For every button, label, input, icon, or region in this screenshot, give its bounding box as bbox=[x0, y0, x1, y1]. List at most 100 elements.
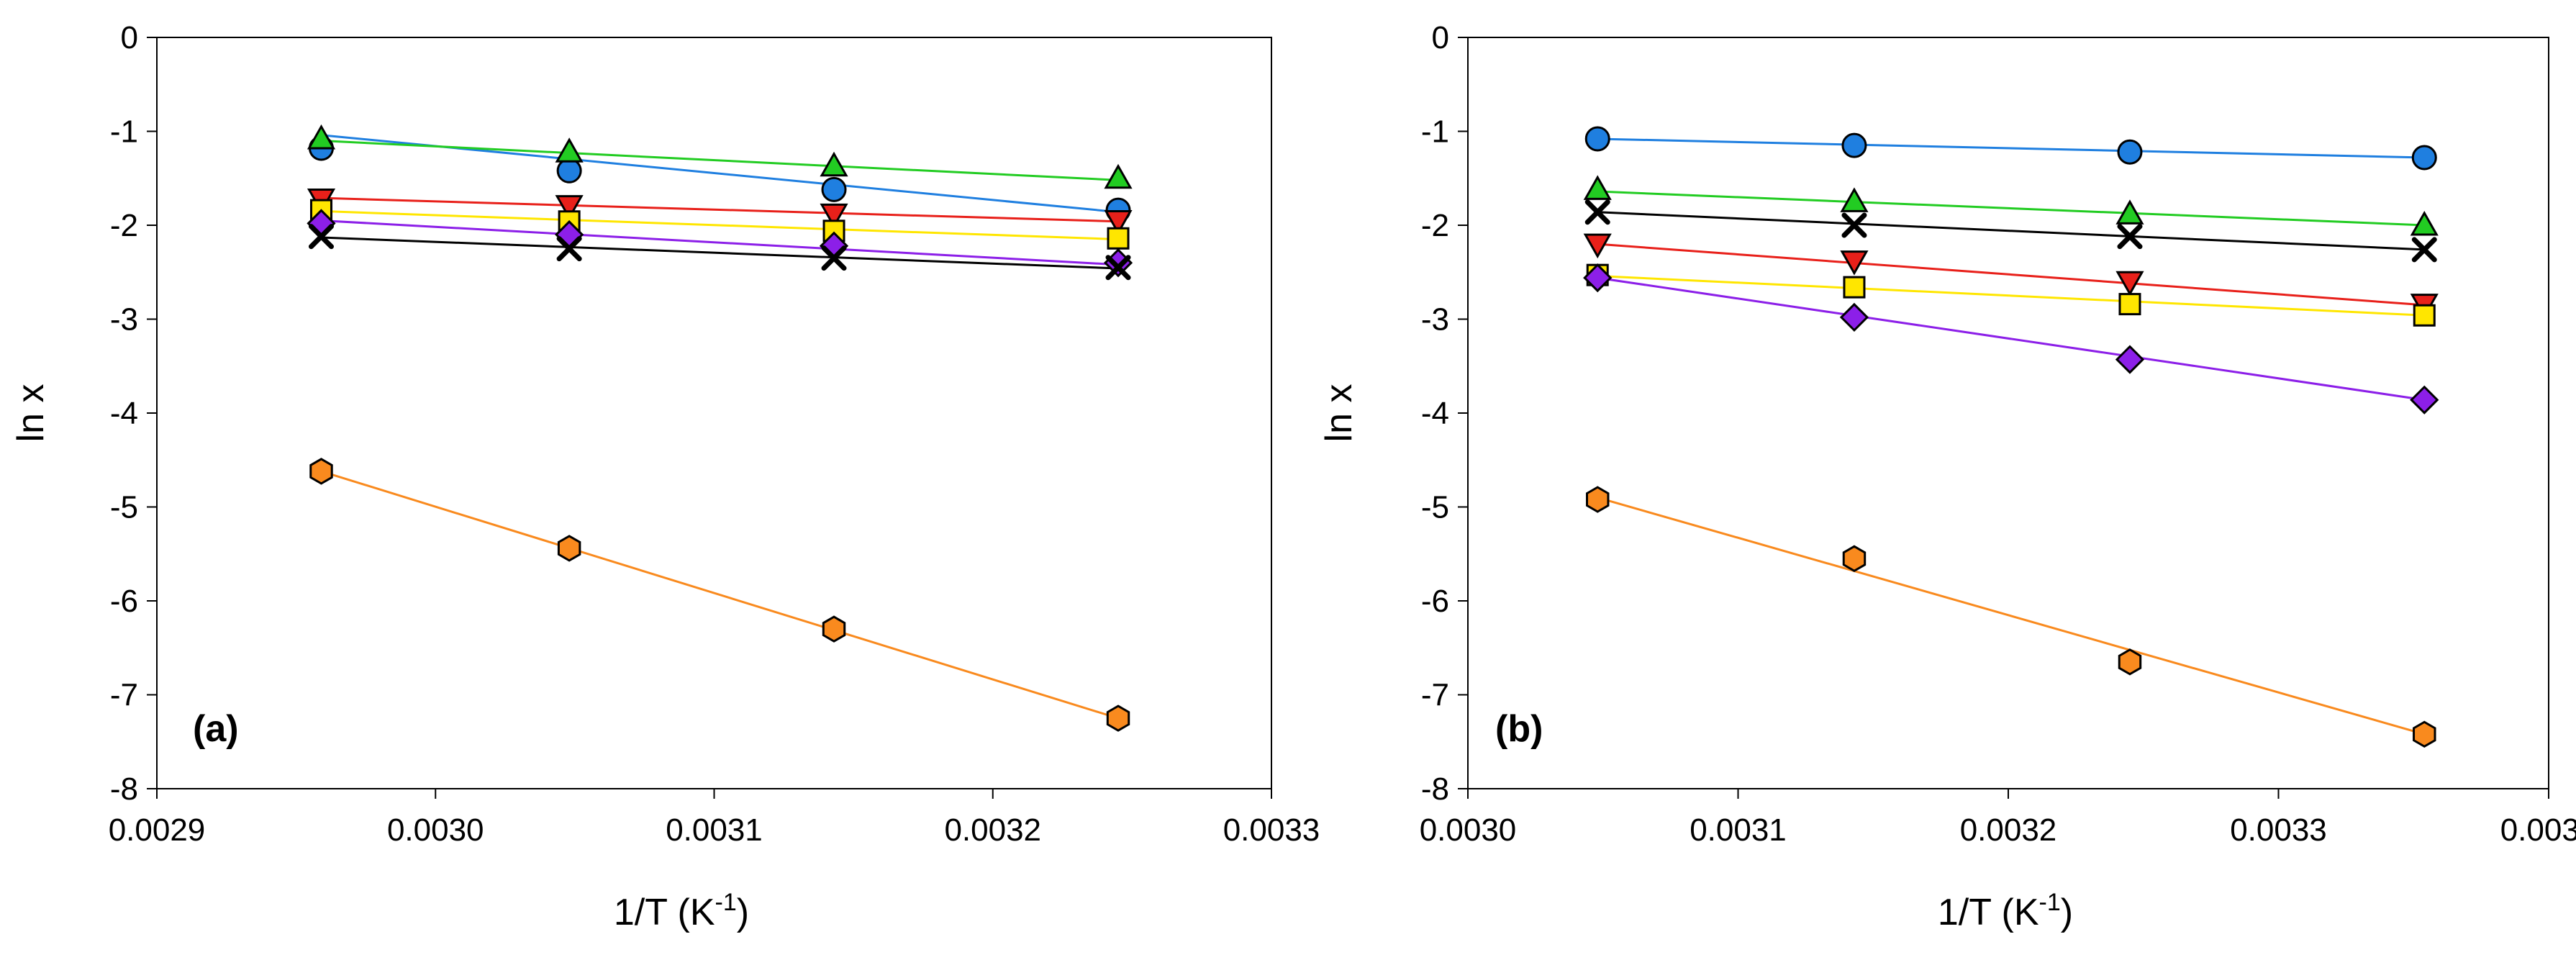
y-tick-label: -2 bbox=[1421, 208, 1449, 243]
panel-label: (b) bbox=[1495, 708, 1543, 750]
x-tick-label: 0.0033 bbox=[1223, 812, 1320, 848]
y-tick-label: -8 bbox=[110, 771, 138, 807]
y-tick-label: -1 bbox=[1421, 114, 1449, 150]
y-tick-label: -3 bbox=[110, 302, 138, 337]
data-point-diamond-purple bbox=[2115, 345, 2145, 374]
data-point-cross-black bbox=[556, 236, 582, 262]
data-point-triangle-green bbox=[820, 151, 848, 177]
data-point-hexagon-orange bbox=[822, 615, 846, 643]
data-point-triangle-green bbox=[555, 137, 584, 163]
y-tick-label: -2 bbox=[110, 208, 138, 243]
data-point-cross-black bbox=[308, 224, 334, 250]
x-tick-label: 0.0031 bbox=[1690, 812, 1787, 848]
data-point-diamond-purple bbox=[1583, 263, 1613, 293]
data-point-hexagon-orange bbox=[309, 458, 333, 485]
fit-line-hexagon-orange bbox=[1597, 497, 2425, 735]
fit-line-triangle-red bbox=[1597, 243, 2425, 307]
data-point-square-yellow bbox=[2118, 293, 2141, 316]
y-tick-label: -1 bbox=[110, 114, 138, 150]
x-axis-title: 1/T (K-1) bbox=[1938, 889, 2073, 933]
data-point-diamond-purple bbox=[2410, 385, 2439, 414]
y-tick-label: -5 bbox=[110, 490, 138, 525]
data-point-circle-blue bbox=[2117, 139, 2143, 165]
data-point-triangle-red bbox=[820, 203, 848, 229]
fit-line-diamond-purple bbox=[321, 219, 1119, 266]
series-triangle-green bbox=[1583, 175, 2439, 236]
data-point-hexagon-orange bbox=[557, 535, 581, 562]
x-axis-title: 1/T (K-1) bbox=[614, 889, 749, 933]
fit-line-triangle-green bbox=[321, 140, 1119, 181]
data-point-hexagon-orange bbox=[1842, 545, 1867, 573]
series-circle-blue bbox=[1584, 126, 2437, 171]
y-tick-label: 0 bbox=[1432, 20, 1449, 55]
data-point-circle-blue bbox=[2411, 145, 2437, 171]
x-tick-label: 0.0032 bbox=[1960, 812, 2057, 848]
data-point-square-yellow bbox=[2413, 304, 2436, 327]
y-tick-label: -3 bbox=[1421, 302, 1449, 337]
x-axis-title-superscript: -1 bbox=[2039, 889, 2061, 916]
x-tick-label: 0.0030 bbox=[387, 812, 484, 848]
x-tick-label: 0.0033 bbox=[2230, 812, 2327, 848]
data-point-cross-black bbox=[2117, 224, 2143, 250]
plot-frame bbox=[1467, 37, 2549, 789]
data-point-triangle-green bbox=[2115, 199, 2144, 225]
data-point-hexagon-orange bbox=[2118, 648, 2142, 676]
data-point-cross-black bbox=[1105, 255, 1131, 281]
x-tick-label: 0.0031 bbox=[666, 812, 763, 848]
y-tick-label: -5 bbox=[1421, 490, 1449, 525]
data-point-cross-black bbox=[2411, 237, 2437, 263]
data-point-hexagon-orange bbox=[2413, 720, 2436, 748]
data-point-cross-black bbox=[1584, 199, 1610, 225]
data-point-triangle-red bbox=[1104, 209, 1133, 235]
data-point-hexagon-orange bbox=[1586, 486, 1610, 513]
data-point-triangle-green bbox=[1840, 187, 1869, 212]
y-tick-label: -8 bbox=[1421, 771, 1449, 807]
fit-line-cross-black bbox=[321, 236, 1119, 270]
data-point-square-yellow bbox=[822, 219, 845, 243]
series-triangle-green bbox=[307, 124, 1133, 189]
data-point-circle-blue bbox=[821, 176, 847, 202]
y-tick-label: -7 bbox=[110, 678, 138, 713]
x-axis-title-close: ) bbox=[737, 892, 749, 933]
data-point-triangle-red bbox=[1840, 250, 1869, 276]
series-cross-black bbox=[1584, 199, 2437, 263]
series-triangle-red bbox=[1583, 233, 2439, 319]
x-axis-title-superscript: -1 bbox=[715, 889, 737, 916]
data-point-triangle-green bbox=[2410, 210, 2439, 236]
y-tick-label: -7 bbox=[1421, 678, 1449, 713]
data-point-triangle-red bbox=[1583, 233, 1612, 259]
fit-line-triangle-green bbox=[1597, 190, 2425, 227]
data-point-triangle-red bbox=[555, 195, 584, 220]
y-tick-label: -6 bbox=[1421, 584, 1449, 619]
data-point-triangle-green bbox=[307, 124, 336, 150]
y-tick-label: -6 bbox=[110, 584, 138, 619]
data-point-square-yellow bbox=[1843, 276, 1866, 299]
fit-line-square-yellow bbox=[1597, 274, 2425, 317]
data-point-triangle-green bbox=[1104, 163, 1133, 189]
chart-panel-a: 0 -1 -2 -3 -4 -5 -6 -7 -8 0.0029 0.0030 0.0031 0.003… bbox=[10, 20, 1320, 933]
data-point-circle-blue bbox=[1841, 132, 1867, 158]
fit-line-triangle-red bbox=[321, 196, 1119, 223]
data-point-triangle-red bbox=[2115, 271, 2144, 296]
x-tick-label: 0.0029 bbox=[109, 812, 206, 848]
data-point-square-yellow bbox=[1107, 227, 1130, 250]
x-axis-title-main: 1/T (K bbox=[614, 892, 715, 933]
y-axis-title: ln x bbox=[10, 384, 52, 443]
series-diamond-purple bbox=[1583, 263, 2439, 414]
data-point-triangle-green bbox=[1583, 175, 1612, 200]
data-point-cross-black bbox=[1841, 212, 1867, 238]
data-point-diamond-purple bbox=[1839, 302, 1869, 332]
fit-line-hexagon-orange bbox=[321, 470, 1119, 720]
fit-line-cross-black bbox=[1597, 211, 2425, 251]
series-cross-black bbox=[308, 224, 1131, 281]
series-triangle-red bbox=[307, 188, 1133, 235]
data-point-hexagon-orange bbox=[1106, 705, 1130, 732]
y-tick-label: -4 bbox=[1421, 396, 1449, 431]
panel-label: (a) bbox=[193, 708, 239, 750]
x-tick-label: 0.0030 bbox=[1420, 812, 1517, 848]
x-tick-label: 0.0034 bbox=[2500, 812, 2576, 848]
chart-panel-b: 0 -1 -2 -3 -4 -5 -6 -7 -8 0.0030 0.0031 0.0032 0.003… bbox=[1318, 20, 2576, 933]
fit-line-diamond-purple bbox=[1597, 276, 2425, 402]
fit-line-square-yellow bbox=[321, 209, 1119, 241]
y-tick-label: -4 bbox=[110, 396, 138, 431]
